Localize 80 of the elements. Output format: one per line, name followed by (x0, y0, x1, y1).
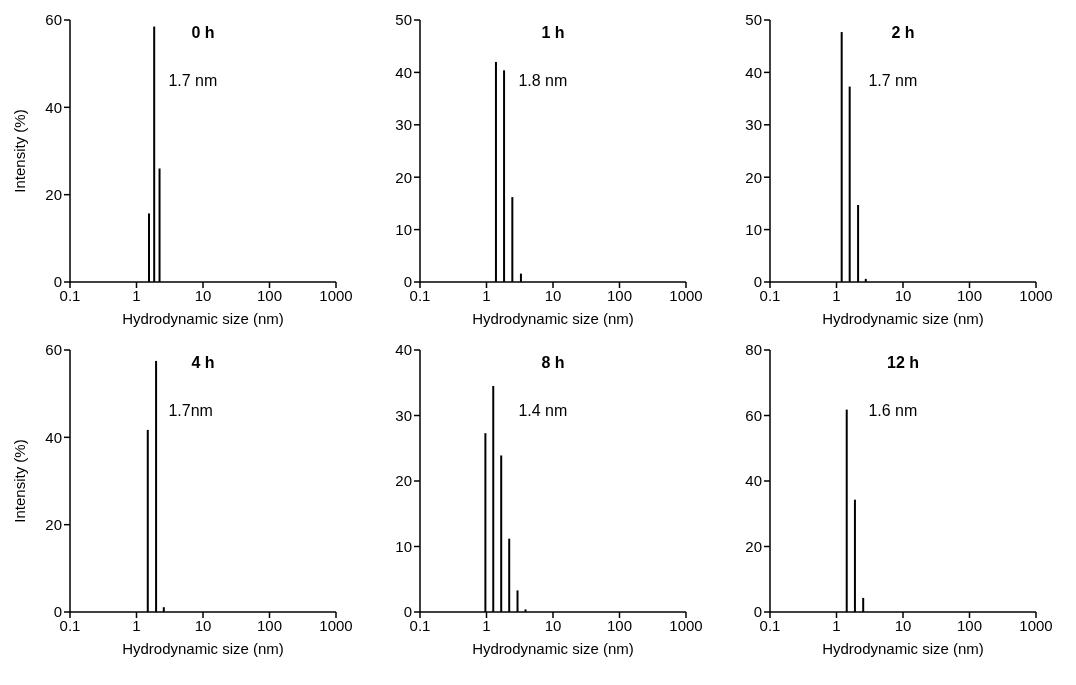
y-tick-label: 10 (395, 220, 412, 238)
y-tick-label: 80 (745, 341, 762, 359)
y-tick-label: 10 (395, 537, 412, 555)
x-tick-label: 0.1 (759, 286, 781, 304)
x-tick-label: 1000 (669, 616, 703, 634)
annotation: 1.7 nm (868, 72, 918, 91)
y-tick-label: 40 (45, 428, 62, 446)
chart-title: 4 h (190, 354, 216, 372)
y-tick-label: 20 (395, 168, 412, 186)
y-tick-label: 30 (395, 406, 412, 424)
x-tick-label: 1 (832, 286, 841, 304)
chart-title: 12 h (886, 354, 920, 372)
x-tick-label: 10 (544, 616, 562, 634)
chart-title: 0 h (190, 24, 216, 42)
y-tick-label: 50 (745, 11, 762, 29)
chart-title: 2 h (890, 24, 916, 42)
y-tick-label: 60 (45, 341, 62, 359)
x-tick-label: 10 (544, 286, 562, 304)
x-tick-label: 1 (832, 616, 841, 634)
x-tick-label: 0.1 (409, 286, 431, 304)
x-tick-label: 100 (606, 616, 633, 634)
x-tick-label: 1 (132, 286, 141, 304)
x-tick-label: 1 (482, 616, 491, 634)
x-tick-label: 0.1 (759, 616, 781, 634)
x-tick-label: 0.1 (59, 286, 81, 304)
y-tick-label: 0 (753, 603, 762, 621)
y-tick-label: 0 (403, 273, 412, 291)
x-tick-label: 100 (256, 286, 283, 304)
y-tick-label: 40 (45, 98, 62, 116)
y-tick-label: 30 (395, 116, 412, 134)
annotation: 1.8 nm (518, 72, 568, 91)
x-tick-label: 1000 (319, 616, 353, 634)
x-tick-label: 0.1 (409, 616, 431, 634)
x-tick-label: 100 (956, 286, 983, 304)
x-axis-title: Hydrodynamic size (nm) (122, 310, 284, 327)
annotation: 1.7nm (168, 402, 213, 421)
y-tick-label: 20 (45, 515, 62, 533)
chart-title: 1 h (540, 24, 566, 42)
y-tick-label: 30 (745, 116, 762, 134)
x-tick-label: 10 (194, 616, 212, 634)
y-tick-label: 60 (745, 406, 762, 424)
annotation: 1.7 nm (168, 72, 218, 91)
x-tick-label: 100 (956, 616, 983, 634)
y-tick-label: 0 (53, 273, 62, 291)
y-tick-label: 20 (745, 168, 762, 186)
y-tick-label: 40 (395, 341, 412, 359)
x-axis-title: Hydrodynamic size (nm) (472, 310, 634, 327)
x-tick-label: 10 (894, 616, 912, 634)
x-tick-label: 100 (606, 286, 633, 304)
x-tick-label: 1000 (319, 286, 353, 304)
x-tick-label: 1 (482, 286, 491, 304)
y-tick-label: 40 (745, 472, 762, 490)
y-tick-label: 50 (395, 11, 412, 29)
y-tick-label: 40 (745, 63, 762, 81)
y-tick-label: 20 (45, 185, 62, 203)
x-axis-title: Hydrodynamic size (nm) (822, 640, 984, 657)
chart-title: 8 h (540, 354, 566, 372)
x-tick-label: 10 (194, 286, 212, 304)
x-axis-title: Hydrodynamic size (nm) (122, 640, 284, 657)
x-tick-label: 1000 (669, 286, 703, 304)
y-tick-label: 0 (753, 273, 762, 291)
x-tick-label: 1000 (1019, 616, 1053, 634)
y-axis-title: Intensity (%) (11, 439, 29, 523)
y-tick-label: 0 (403, 603, 412, 621)
y-tick-label: 0 (53, 603, 62, 621)
x-tick-label: 1000 (1019, 286, 1053, 304)
x-tick-label: 10 (894, 286, 912, 304)
y-tick-label: 10 (745, 220, 762, 238)
y-tick-label: 20 (745, 537, 762, 555)
y-axis-title: Intensity (%) (11, 109, 29, 193)
annotation: 1.6 nm (868, 402, 918, 421)
x-axis-title: Hydrodynamic size (nm) (822, 310, 984, 327)
x-tick-label: 0.1 (59, 616, 81, 634)
x-axis-title: Hydrodynamic size (nm) (472, 640, 634, 657)
annotation: 1.4 nm (518, 402, 568, 421)
y-tick-label: 20 (395, 472, 412, 490)
x-tick-label: 100 (256, 616, 283, 634)
y-tick-label: 60 (45, 11, 62, 29)
x-tick-label: 1 (132, 616, 141, 634)
y-tick-label: 40 (395, 63, 412, 81)
